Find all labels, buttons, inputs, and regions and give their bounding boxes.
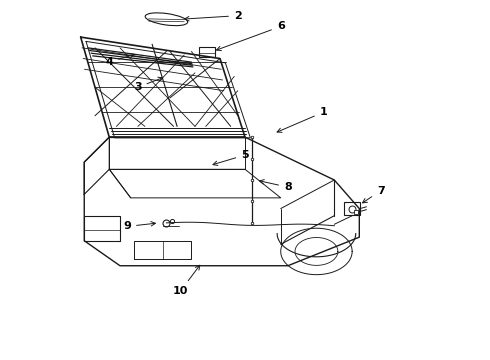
Text: 2: 2 [185, 11, 242, 21]
Text: 10: 10 [173, 265, 200, 296]
Bar [198, 47, 215, 57]
Ellipse shape [145, 13, 188, 26]
Bar [344, 202, 360, 215]
Text: 6: 6 [217, 21, 285, 51]
Text: 9: 9 [123, 221, 155, 231]
Text: 4: 4 [105, 54, 134, 67]
Text: 1: 1 [277, 107, 327, 132]
Text: 7: 7 [363, 186, 385, 203]
Text: 3: 3 [134, 77, 163, 92]
Text: 5: 5 [213, 150, 249, 166]
Text: 8: 8 [260, 180, 292, 192]
